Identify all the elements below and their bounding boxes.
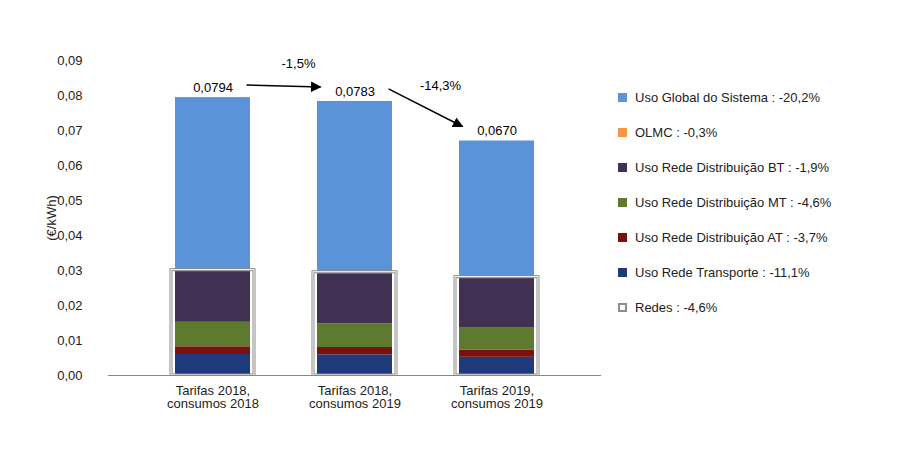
svg-text:0,07: 0,07 [57,123,82,138]
svg-text:0,04: 0,04 [57,228,82,243]
html-text:Redes : -4,6%: Redes : -4,6% [635,300,718,315]
html-text:Uso Rede Distribuição AT : -3,: Uso Rede Distribuição AT : -3,7% [635,230,828,245]
svg-text:0,0670: 0,0670 [477,123,517,138]
svg-text:0,05: 0,05 [57,193,82,208]
svg-text:Tarifas 2018,consumos 2019: Tarifas 2018,consumos 2019 [309,383,401,411]
svg-text:0,03: 0,03 [57,263,82,278]
svg-text:Tarifas 2019,consumos 2019: Tarifas 2019,consumos 2019 [451,383,543,411]
svg-text:0,09: 0,09 [57,53,82,68]
svg-text:0,01: 0,01 [57,333,82,348]
svg-text:-14,3%: -14,3% [420,78,462,93]
svg-text:Tarifas 2018,consumos 2018: Tarifas 2018,consumos 2018 [167,383,259,411]
html-text:Uso Rede Distribuição BT : -1,: Uso Rede Distribuição BT : -1,9% [635,160,830,175]
svg-text:-1,5%: -1,5% [282,56,316,71]
svg-text:(€/kWh): (€/kWh) [44,195,59,241]
html-text:Uso Rede Distribuição MT : -4,: Uso Rede Distribuição MT : -4,6% [635,195,832,210]
svg-text:0,0783: 0,0783 [335,84,375,99]
svg-text:0,00: 0,00 [57,368,82,383]
svg-text:0,02: 0,02 [57,298,82,313]
html-text:Uso Global do Sistema : -20,2%: Uso Global do Sistema : -20,2% [635,90,820,105]
svg-text:0,06: 0,06 [57,158,82,173]
svg-text:0,0794: 0,0794 [193,80,233,95]
svg-text:0,08: 0,08 [57,88,82,103]
html-text:OLMC : -0,3%: OLMC : -0,3% [635,125,718,140]
html-text:Uso Rede Transporte : -11,1%: Uso Rede Transporte : -11,1% [635,265,810,280]
